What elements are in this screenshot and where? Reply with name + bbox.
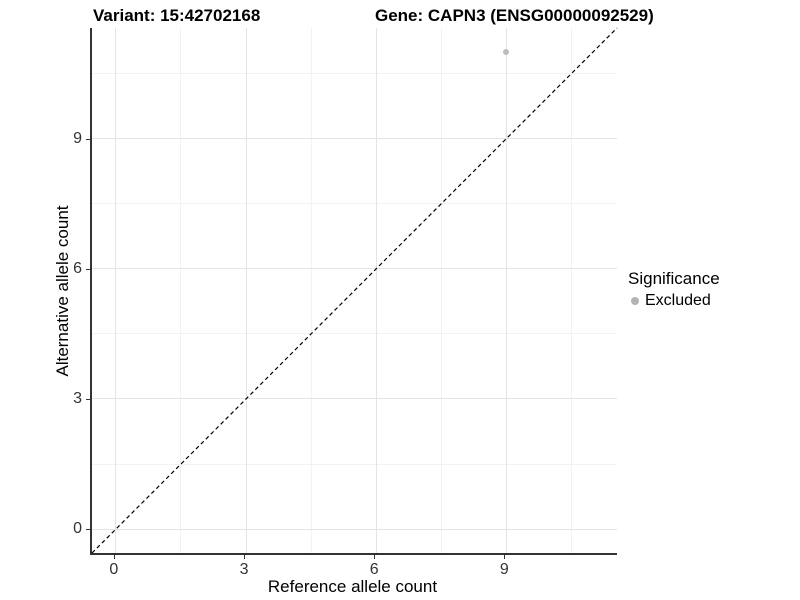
y-axis-tick xyxy=(86,398,90,400)
x-axis-tick xyxy=(113,555,115,559)
x-axis-tick xyxy=(374,555,376,559)
legend-item-label: Excluded xyxy=(645,292,711,309)
y-axis-title: Alternative allele count xyxy=(53,205,72,377)
x-tick-label: 9 xyxy=(499,561,509,578)
plot-panel xyxy=(90,27,618,555)
y-axis-tick xyxy=(86,138,90,140)
x-axis-tick xyxy=(504,555,506,559)
legend-title: Significance xyxy=(628,269,720,288)
plot-title-gene: Gene: CAPN3 (ENSG00000092529) xyxy=(375,6,654,25)
y-tick-label: 9 xyxy=(73,129,82,147)
legend-item-excluded: Excluded xyxy=(628,292,720,310)
x-tick-label: 6 xyxy=(369,561,379,578)
plot-title-variant: Variant: 15:42702168 xyxy=(93,6,261,25)
data-point-excluded xyxy=(503,48,510,55)
legend-point-swatch-icon xyxy=(631,297,639,305)
y-tick-label: 0 xyxy=(73,520,82,538)
identity-reference-line xyxy=(91,27,618,554)
y-axis-tick xyxy=(86,529,90,531)
y-axis-tick xyxy=(86,268,90,270)
x-axis-title: Reference allele count xyxy=(267,577,438,596)
y-tick-label: 3 xyxy=(73,389,82,407)
x-tick-label: 3 xyxy=(239,561,249,578)
x-axis-tick xyxy=(244,555,246,559)
legend: Significance Excluded xyxy=(628,269,720,310)
y-tick-label: 6 xyxy=(73,259,82,277)
x-tick-label: 0 xyxy=(109,561,119,578)
